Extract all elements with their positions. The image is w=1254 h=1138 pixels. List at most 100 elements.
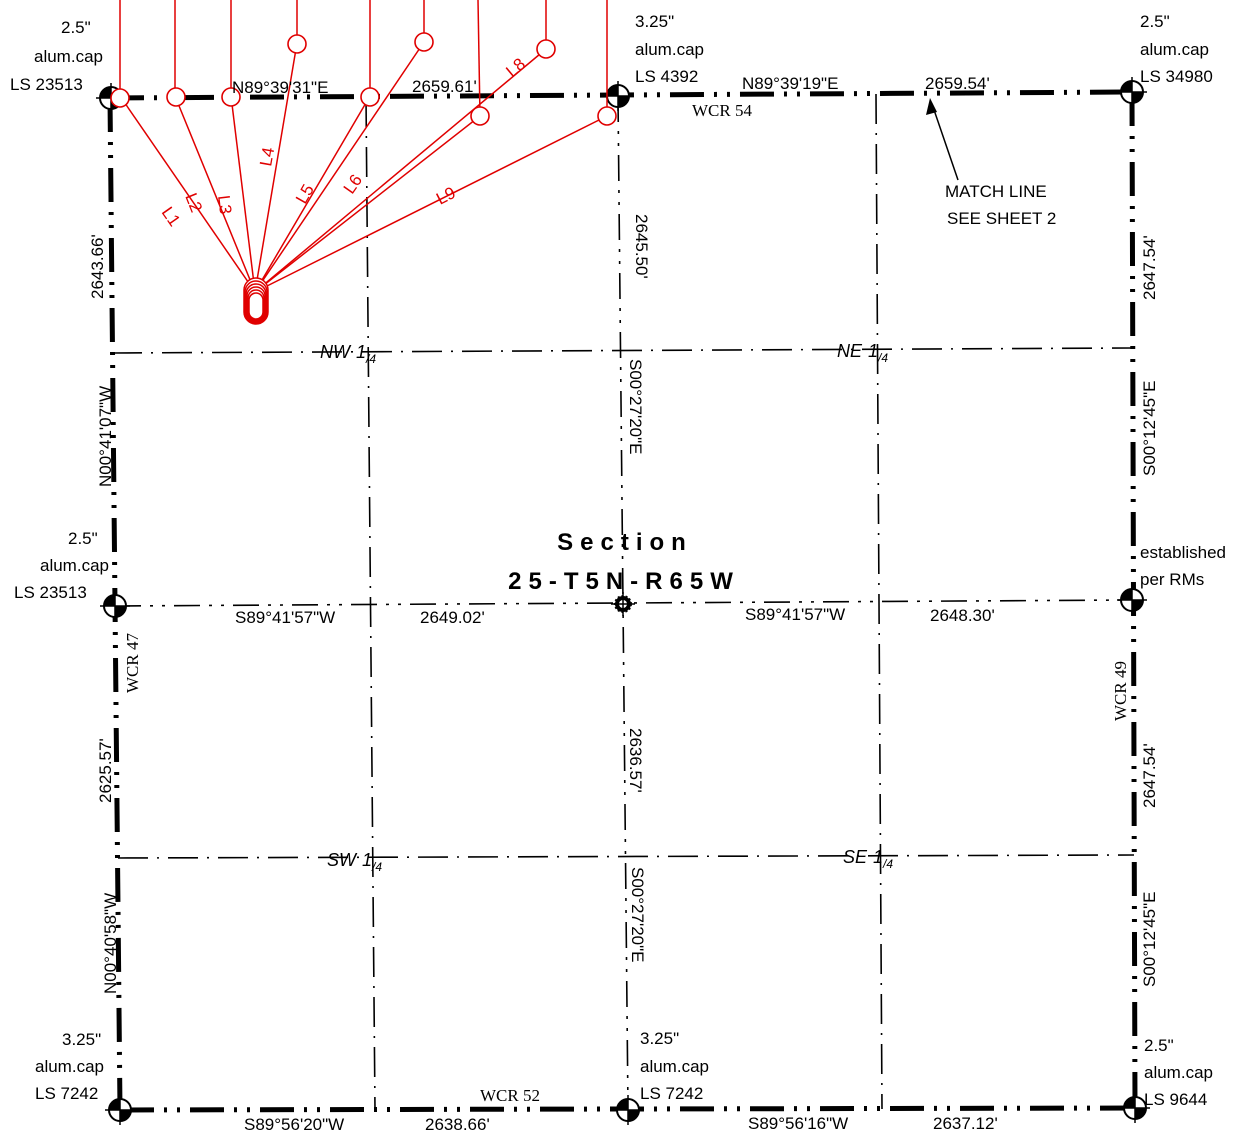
wellbore-line xyxy=(254,41,425,293)
w-quarter-label-3: LS 23513 xyxy=(14,583,87,602)
quarter-labels: NW 1/4 NE 1/4 SW 1/4 SE 1/4 xyxy=(320,341,893,874)
center-west-bearing: S89°41'57"W xyxy=(235,608,335,627)
center-east-distance: 2648.30' xyxy=(930,606,995,625)
monument-sw-corner xyxy=(105,1095,135,1125)
horizontal-bearings: N89°39'31"E 2659.61' N89°39'19"E 2659.54… xyxy=(232,74,998,1134)
bottom-hole-circle xyxy=(287,34,307,54)
match-line-text-1: MATCH LINE xyxy=(945,182,1047,201)
wellbore-line xyxy=(254,42,298,293)
monument-se-corner xyxy=(1120,1093,1150,1123)
ne-corner-label-3: LS 34980 xyxy=(1140,67,1213,86)
match-line-arrowhead xyxy=(926,98,937,115)
east-south-bearing: S00°12'45"E xyxy=(1140,892,1159,987)
monument-center-section xyxy=(611,592,635,616)
road-east: WCR 49 xyxy=(1111,661,1130,721)
vertical-bearings: 2643.66' N00°41'07"W 2625.57' N00°40'58"… xyxy=(88,214,1159,994)
se-corner-label-3: LS 9644 xyxy=(1144,1090,1207,1109)
bottom-hole-circle xyxy=(360,87,380,107)
lateral-label-l8: L8 xyxy=(502,54,529,81)
south-west-distance: 2638.66' xyxy=(425,1115,490,1134)
north-west-bearing: N89°39'31"E xyxy=(232,78,328,97)
west-sixteenth-line xyxy=(365,96,376,1111)
middle-south-bearing: S00°27'20"E xyxy=(628,867,647,962)
sw-corner-label-2: alum.cap xyxy=(35,1057,104,1076)
ne-corner-label-1: 2.5" xyxy=(1140,12,1170,31)
wellbore-laterals: L1 L2 L3 L4 L5 L6 L8 L9 xyxy=(110,0,617,325)
east-north-bearing: S00°12'45"E xyxy=(1140,381,1159,476)
e-quarter-label-1: established xyxy=(1140,543,1226,562)
monument-w-quarter xyxy=(100,591,130,621)
s-quarter-label-2: alum.cap xyxy=(640,1057,709,1076)
north-east-bearing: N89°39'19"E xyxy=(742,74,838,93)
road-labels: WCR 54 WCR 52 WCR 47 WCR 49 xyxy=(123,101,1130,1105)
west-north-bearing: N00°41'07"W xyxy=(96,386,115,487)
south-east-bearing: S89°56'16"W xyxy=(748,1114,848,1133)
monument-e-quarter xyxy=(1117,585,1147,615)
lateral-label-l3: L3 xyxy=(214,194,235,215)
bottom-hole-circle xyxy=(221,87,241,107)
match-line-text-2: SEE SHEET 2 xyxy=(947,209,1056,228)
match-line-leader xyxy=(931,103,959,181)
bottom-hole-circle xyxy=(536,39,556,59)
w-quarter-label-1: 2.5" xyxy=(68,529,98,548)
nw-corner-label-1: 2.5" xyxy=(61,18,91,37)
s-quarter-label-1: 3.25" xyxy=(640,1029,679,1048)
s-quarter-label-3: LS 7242 xyxy=(640,1084,703,1103)
road-south: WCR 52 xyxy=(480,1086,540,1105)
n-quarter-label-2: alum.cap xyxy=(635,40,704,59)
monuments xyxy=(96,77,1150,1125)
bottom-hole-circle xyxy=(470,106,490,126)
lateral-label-l2: L2 xyxy=(181,190,206,215)
center-west-distance: 2649.02' xyxy=(420,608,485,627)
road-west: WCR 47 xyxy=(123,633,142,693)
north-sixteenth-line xyxy=(111,347,1133,354)
sixteenth-lines xyxy=(111,93,1135,1111)
south-east-distance: 2637.12' xyxy=(933,1114,998,1133)
bottom-hole-circle xyxy=(110,88,130,108)
section-title: Section xyxy=(557,529,693,556)
se-corner-label-1: 2.5" xyxy=(1144,1036,1174,1055)
sw-corner-label-3: LS 7242 xyxy=(35,1084,98,1103)
road-north: WCR 54 xyxy=(692,101,752,120)
wellbore-line xyxy=(254,115,608,293)
monument-ne-corner xyxy=(1117,77,1147,107)
wellbore-line xyxy=(174,95,256,293)
north-west-distance: 2659.61' xyxy=(412,77,477,96)
w-quarter-label-2: alum.cap xyxy=(40,556,109,575)
quarter-label-se: SE 1/4 xyxy=(843,847,893,871)
lateral-label-l5: L5 xyxy=(292,181,318,207)
wellbore-line xyxy=(477,0,481,117)
surface-hole-cluster xyxy=(243,277,269,325)
nw-corner-label-3: LS 23513 xyxy=(10,75,83,94)
west-north-distance: 2643.66' xyxy=(88,234,107,299)
bottom-hole-circle xyxy=(597,106,617,126)
east-sixteenth-line xyxy=(875,93,883,1110)
wellbore-line xyxy=(254,115,481,293)
bottom-hole-circle xyxy=(166,87,186,107)
lateral-label-l4: L4 xyxy=(256,146,278,168)
n-quarter-label-3: LS 4392 xyxy=(635,67,698,86)
north-east-distance: 2659.54' xyxy=(925,74,990,93)
lateral-label-l6: L6 xyxy=(340,171,366,197)
ne-corner-label-2: alum.cap xyxy=(1140,40,1209,59)
bottom-hole-circle xyxy=(414,32,434,52)
quarter-label-ne: NE 1/4 xyxy=(837,341,888,365)
wellbore-line xyxy=(119,95,256,293)
monument-n-quarter xyxy=(603,81,633,111)
monument-labels: 2.5" alum.cap LS 23513 3.25" alum.cap LS… xyxy=(10,12,1226,1109)
wellbore-line xyxy=(254,48,547,293)
quarter-label-nw: NW 1/4 xyxy=(320,342,376,366)
west-south-bearing: N00°40'58"W xyxy=(101,893,120,994)
wellbore-line xyxy=(230,95,256,293)
center-east-bearing: S89°41'57"W xyxy=(745,605,845,624)
middle-south-distance: 2636.57' xyxy=(626,728,645,793)
east-south-distance: 2647.54' xyxy=(1140,743,1159,808)
n-quarter-label-1: 3.25" xyxy=(635,12,674,31)
sw-corner-label-1: 3.25" xyxy=(62,1030,101,1049)
nw-corner-label-2: alum.cap xyxy=(34,47,103,66)
lateral-label-l1: L1 xyxy=(158,203,184,229)
wellbore-line xyxy=(254,95,371,293)
east-north-distance: 2647.54' xyxy=(1140,235,1159,300)
quarter-label-sw: SW 1/4 xyxy=(327,850,382,874)
